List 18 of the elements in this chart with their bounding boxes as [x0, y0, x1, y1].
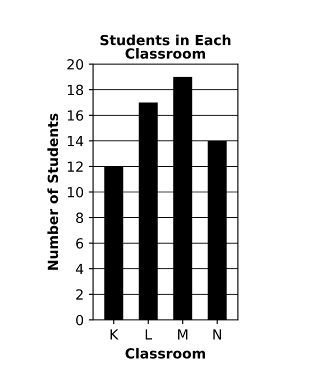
y-tick-label: 0: [76, 314, 84, 326]
x-tick-label: M: [178, 329, 188, 340]
y-tick-label: 20: [67, 59, 84, 70]
x-tick-label: K: [110, 329, 119, 340]
x-axis-title: Classroom: [126, 348, 206, 359]
y-axis-title: Number of Students: [47, 114, 58, 270]
y-tick-label: 12: [68, 161, 83, 172]
y-tick-label: 8: [76, 212, 84, 224]
y-tick-label: 14: [68, 136, 84, 146]
x-tick-label: L: [146, 329, 152, 340]
chart-title: Students in Each Classroom: [100, 34, 230, 59]
y-tick-label: 4: [76, 264, 84, 274]
x-tick-label: N: [213, 329, 222, 340]
y-tick-label: 18: [68, 84, 84, 96]
y-tick-label: 2: [76, 289, 83, 300]
y-tick-label: 6: [76, 238, 84, 249]
y-tick-label: 10: [68, 186, 84, 198]
y-tick-label: 16: [68, 110, 84, 121]
